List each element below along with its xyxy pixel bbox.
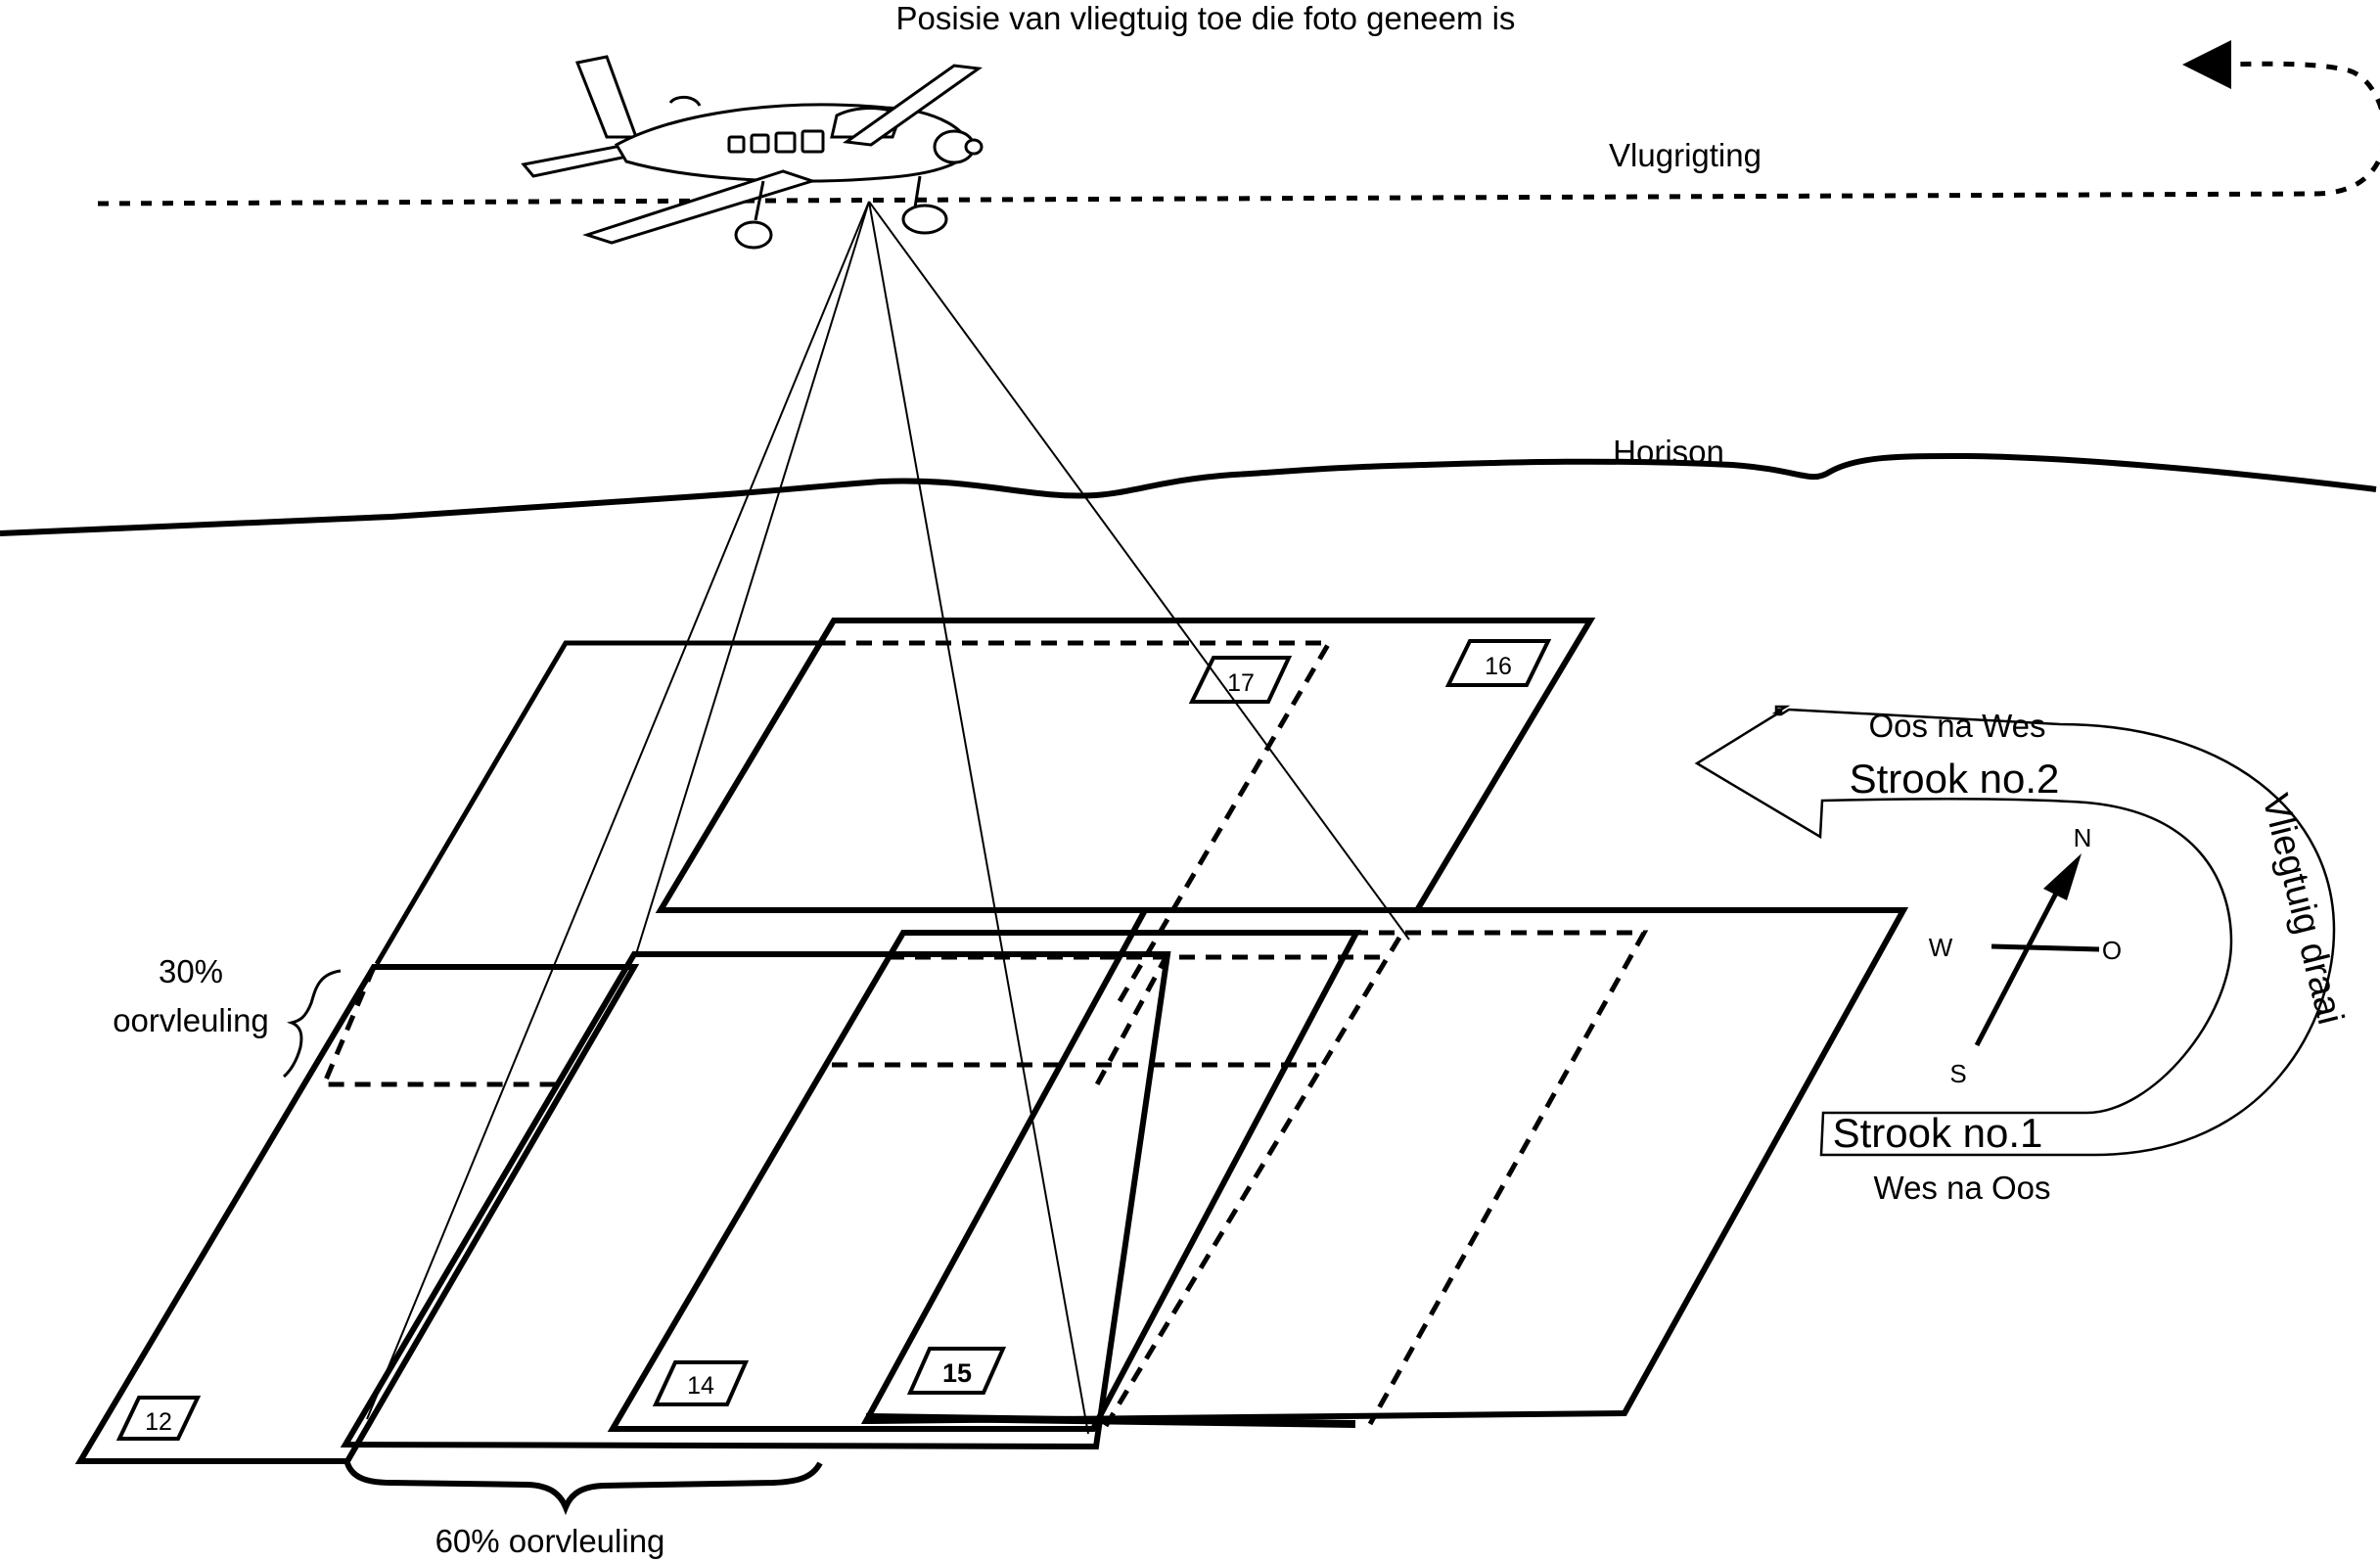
strip-2-label: Strook no.2 (1850, 756, 2060, 802)
side-overlap-brace (283, 969, 342, 1079)
compass-w-label: W (1929, 933, 1953, 962)
strip-1-label: Strook no.1 (1833, 1110, 2043, 1156)
photo-tag-14: 14 (652, 1360, 750, 1406)
horizon-label: Horison (1613, 434, 1724, 470)
forward-overlap-label: 60% oorvleuling (435, 1523, 665, 1559)
flight-path (97, 39, 2380, 207)
u-turn-arrow (1694, 705, 2336, 1157)
aircraft-turns-label: Vliegtuig draai (2254, 790, 2351, 1029)
photo-tag-17: 17 (1188, 656, 1293, 704)
photo-tag-16: 16 (1444, 639, 1552, 687)
photo-15-base (865, 1413, 1356, 1428)
camera-sight-lines (366, 201, 1410, 1435)
overlap-outlines (320, 930, 1649, 1428)
compass-o-label: O (2102, 936, 2122, 965)
svg-text:17: 17 (1227, 669, 1255, 697)
compass-s-label: S (1949, 1059, 1966, 1088)
forward-overlap-brace (344, 1461, 823, 1516)
photo-frame-strip2-back (374, 640, 830, 966)
compass-icon (1974, 853, 2100, 1047)
photo-tag-15: 15 (906, 1347, 1007, 1395)
horizon-line (0, 452, 2377, 536)
aircraft-position-label: Posisie van vliegtuig toe die foto genee… (896, 0, 1516, 36)
east-to-west-label: Oos na Wes (1869, 708, 2046, 744)
side-overlap-word-label: oorvleuling (113, 1002, 269, 1038)
photo-17-overlap-outline (830, 640, 1334, 1010)
compass-n-label: N (2074, 823, 2092, 852)
flight-direction-label: Vlugrigting (1609, 137, 1762, 173)
photo-tag-12: 12 (115, 1396, 202, 1441)
airplane-icon (521, 55, 984, 250)
photo-frame-15 (860, 907, 1909, 1425)
svg-text:16: 16 (1485, 653, 1512, 680)
side-overlap-pct-label: 30% (159, 953, 223, 989)
photo-frame-14 (607, 930, 1361, 1432)
svg-text:15: 15 (942, 1358, 972, 1388)
photo-frame-16 (655, 618, 1596, 913)
photo-frame-12 (74, 964, 640, 1464)
photo-frame-13 (340, 951, 1171, 1450)
svg-text:12: 12 (145, 1408, 172, 1436)
svg-text:14: 14 (687, 1372, 714, 1400)
west-to-east-label: Wes na Oos (1874, 1170, 2051, 1206)
